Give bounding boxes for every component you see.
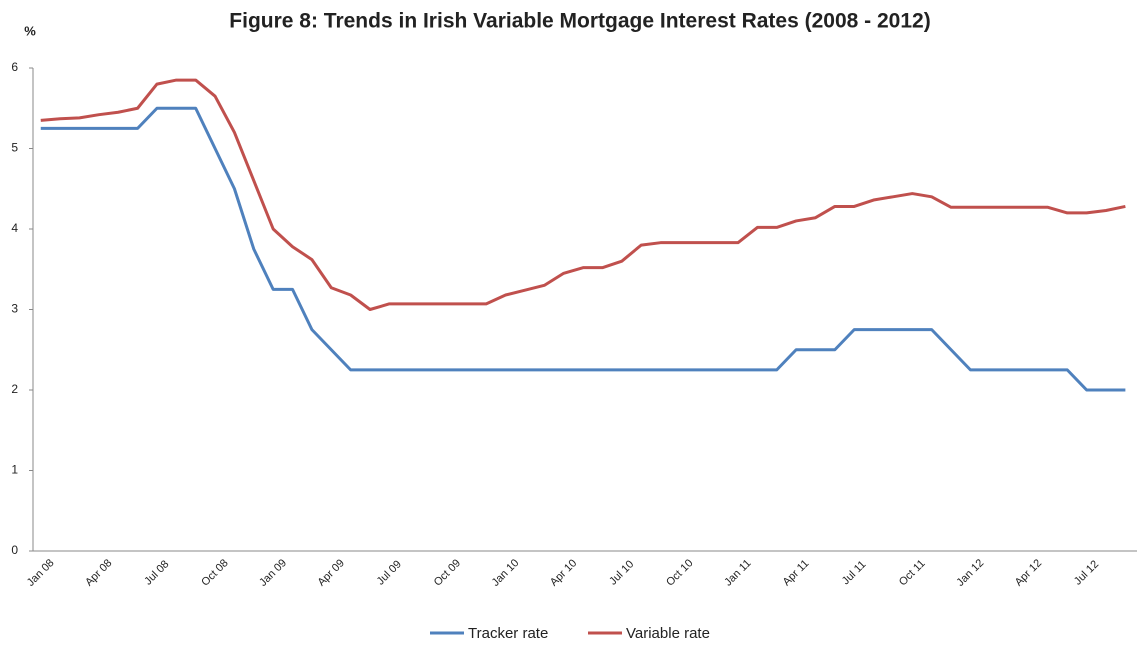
x-tick-label: Oct 11 <box>897 558 928 589</box>
x-tick-label: Oct 09 <box>432 557 463 588</box>
x-tick-label: Apr 11 <box>781 558 812 589</box>
x-tick-label: Jan 08 <box>25 557 57 589</box>
y-tick-label: 2 <box>11 382 18 396</box>
x-tick-label: Oct 08 <box>199 557 230 588</box>
line-series <box>40 106 1126 392</box>
y-tick-label: 1 <box>11 463 18 477</box>
x-tick-label: Jan 12 <box>954 557 986 589</box>
chart-title: Figure 8: Trends in Irish Variable Mortg… <box>229 10 930 33</box>
x-tick-label: Apr 09 <box>316 557 347 588</box>
x-tick-label: Jul 11 <box>840 559 869 588</box>
y-axis-label: % <box>24 23 36 38</box>
line-series <box>40 78 1126 311</box>
y-tick-label: 6 <box>11 60 18 74</box>
legend-label: Tracker rate <box>468 625 548 642</box>
y-tick-label: 5 <box>11 141 18 155</box>
x-tick-label: Jul 10 <box>607 558 636 587</box>
y-tick-label: 3 <box>11 302 18 316</box>
y-tick-label: 4 <box>11 221 18 235</box>
legend-label: Variable rate <box>626 625 710 642</box>
x-tick-label: Oct 10 <box>664 557 695 588</box>
x-tick-label: Jul 08 <box>142 558 171 587</box>
x-tick-label: Jan 09 <box>257 557 289 589</box>
x-tick-label: Jul 12 <box>1072 558 1101 587</box>
x-tick-label: Jan 10 <box>490 557 522 589</box>
x-tick-label: Jan 11 <box>722 557 753 588</box>
x-tick-label: Jul 09 <box>375 558 404 587</box>
x-tick-label: Apr 08 <box>83 557 114 588</box>
x-tick-label: Apr 10 <box>548 557 579 588</box>
x-tick-label: Apr 12 <box>1013 557 1044 588</box>
y-tick-label: 0 <box>11 543 18 557</box>
